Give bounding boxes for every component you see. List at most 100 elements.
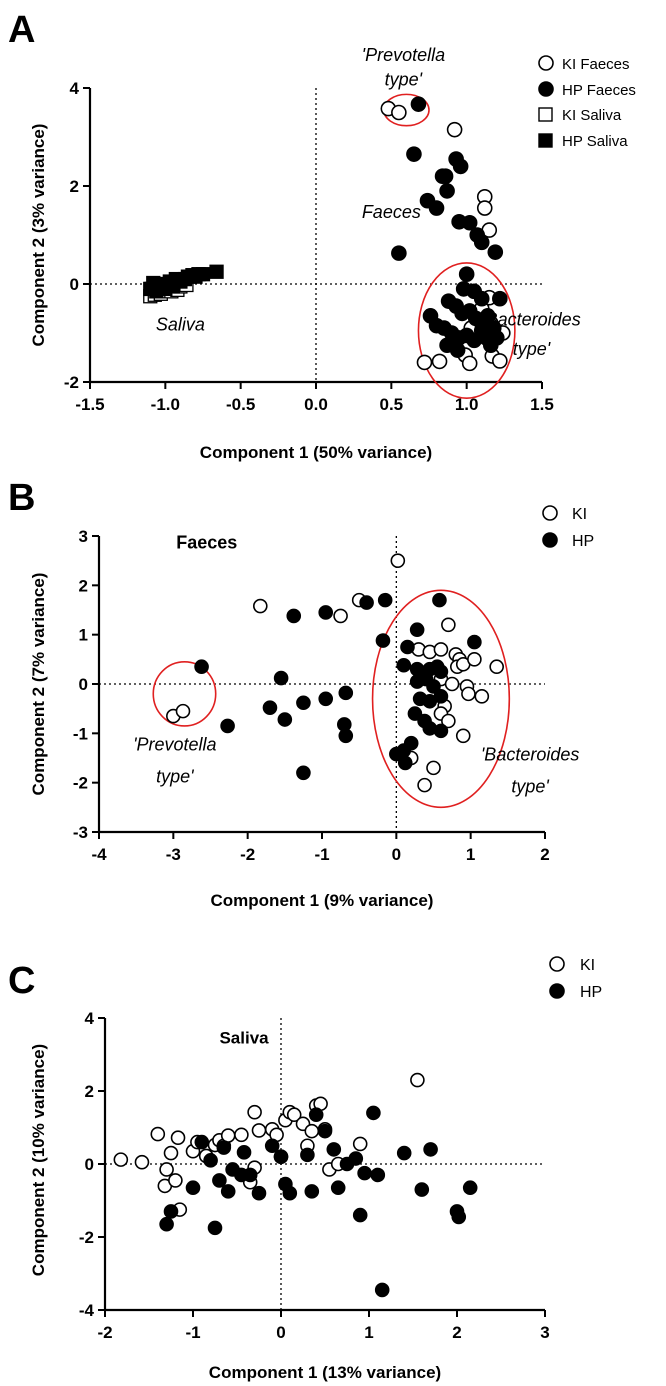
cluster-ellipse (152, 660, 217, 727)
annotation-label: Faeces (362, 202, 421, 222)
point-ki (417, 777, 432, 793)
y-tick-label: 4 (70, 79, 80, 98)
point-hp (296, 765, 311, 781)
point-ki-faeces (416, 354, 433, 371)
y-tick-label: -2 (79, 1228, 94, 1247)
y-tick-label: -2 (73, 774, 88, 793)
point-hp (212, 1173, 227, 1188)
y-tick-label: -3 (73, 823, 88, 842)
legend-b-ki-marker (542, 505, 558, 521)
x-tick-label: 2 (452, 1323, 461, 1342)
point-hp-faeces (410, 96, 427, 112)
point-ki (433, 642, 449, 657)
point-hp (286, 608, 302, 624)
point-hp (203, 1153, 218, 1168)
point-hp (308, 1107, 324, 1123)
panel-b-letter: B (8, 477, 35, 519)
point-hp (163, 1204, 179, 1219)
point-hp-faeces (437, 168, 454, 184)
point-ki (352, 1136, 368, 1152)
point-hp (273, 670, 289, 686)
panel-a-plot: -1.5 -1.0 -0.5 0.0 0.5 1.0 1.5 -2 0 2 4 Component 1… (29, 45, 581, 462)
point-hp (467, 634, 482, 650)
cluster-ellipse (371, 589, 511, 809)
point-hp (264, 1138, 280, 1154)
point-hp-faeces (473, 234, 490, 251)
point-hp (277, 712, 293, 727)
annotation-label: Faeces (176, 532, 237, 552)
point-ki (170, 1130, 186, 1146)
point-ki (444, 676, 460, 692)
point-hp (407, 706, 423, 721)
x-tick-label: 1.0 (455, 395, 479, 414)
x-tick-label: -1 (185, 1323, 200, 1342)
point-hp-saliva (209, 264, 224, 279)
point-hp-faeces (479, 308, 496, 324)
point-hp (318, 691, 334, 707)
point-ki (134, 1154, 150, 1170)
point-ki-faeces (431, 353, 448, 370)
y-tick-label: 1 (79, 626, 88, 645)
y-tick-label: -2 (64, 373, 79, 392)
legend-a-hp-saliva-label: HP Saliva (562, 133, 628, 150)
point-hp (194, 659, 209, 675)
x-tick-label: 3 (540, 1323, 549, 1342)
point-hp (251, 1185, 267, 1201)
x-tick-label: -0.5 (226, 395, 255, 414)
point-hp-faeces (452, 158, 469, 175)
point-hp (207, 1220, 223, 1236)
y-tick-label: 4 (85, 1009, 95, 1028)
x-tick-label: -3 (166, 845, 181, 864)
legend-a-ki-saliva-label: KI Saliva (562, 107, 622, 124)
annotation-label: type' (156, 767, 194, 787)
point-hp-faeces (439, 183, 455, 199)
point-hp (389, 746, 404, 762)
point-hp (330, 1180, 346, 1196)
point-hp (300, 1147, 315, 1163)
point-hp (433, 689, 449, 704)
point-hp (194, 1134, 210, 1150)
point-ki (467, 652, 482, 667)
point-ki (441, 617, 456, 633)
legend-c-ki-label: KI (580, 957, 595, 974)
point-ki-faeces (446, 121, 463, 138)
annotation-label: type' (513, 339, 551, 359)
point-hp (273, 1149, 289, 1164)
point-hp (242, 1167, 258, 1183)
point-hp (262, 700, 278, 715)
annotation-label: 'Bacteroides (482, 310, 581, 330)
point-ki (441, 713, 456, 729)
annotation-label: type' (385, 70, 423, 90)
legend-a-hp-faeces-marker (538, 81, 554, 97)
point-ki (159, 1162, 174, 1177)
point-hp (159, 1216, 174, 1232)
annotation-label: 'Prevotella (133, 735, 216, 755)
point-ki (150, 1126, 166, 1142)
point-ki (410, 1072, 425, 1088)
point-hp (318, 605, 334, 620)
x-tick-label: -2 (97, 1323, 112, 1342)
legend-a-ki-faeces-marker (538, 55, 554, 71)
panel-a-letter: A (8, 9, 35, 51)
point-hp (374, 1282, 390, 1298)
point-ki (304, 1123, 320, 1139)
point-hp (397, 755, 413, 771)
point-hp (336, 717, 352, 732)
point-hp (409, 622, 425, 638)
y-axis-title: Component 2 (10% variance) (29, 1044, 48, 1276)
point-hp (426, 679, 441, 694)
point-hp (216, 1140, 232, 1155)
y-axis-title: Component 2 (7% variance) (29, 573, 48, 796)
x-tick-label: -1.5 (75, 395, 104, 414)
point-ki (113, 1152, 129, 1167)
annotation-label: Saliva (156, 315, 205, 335)
x-axis-title: Component 1 (9% variance) (211, 891, 434, 910)
point-ki (455, 728, 471, 744)
point-hp-faeces (488, 330, 505, 346)
point-hp (432, 592, 447, 608)
legend-c-hp-label: HP (580, 984, 602, 1001)
